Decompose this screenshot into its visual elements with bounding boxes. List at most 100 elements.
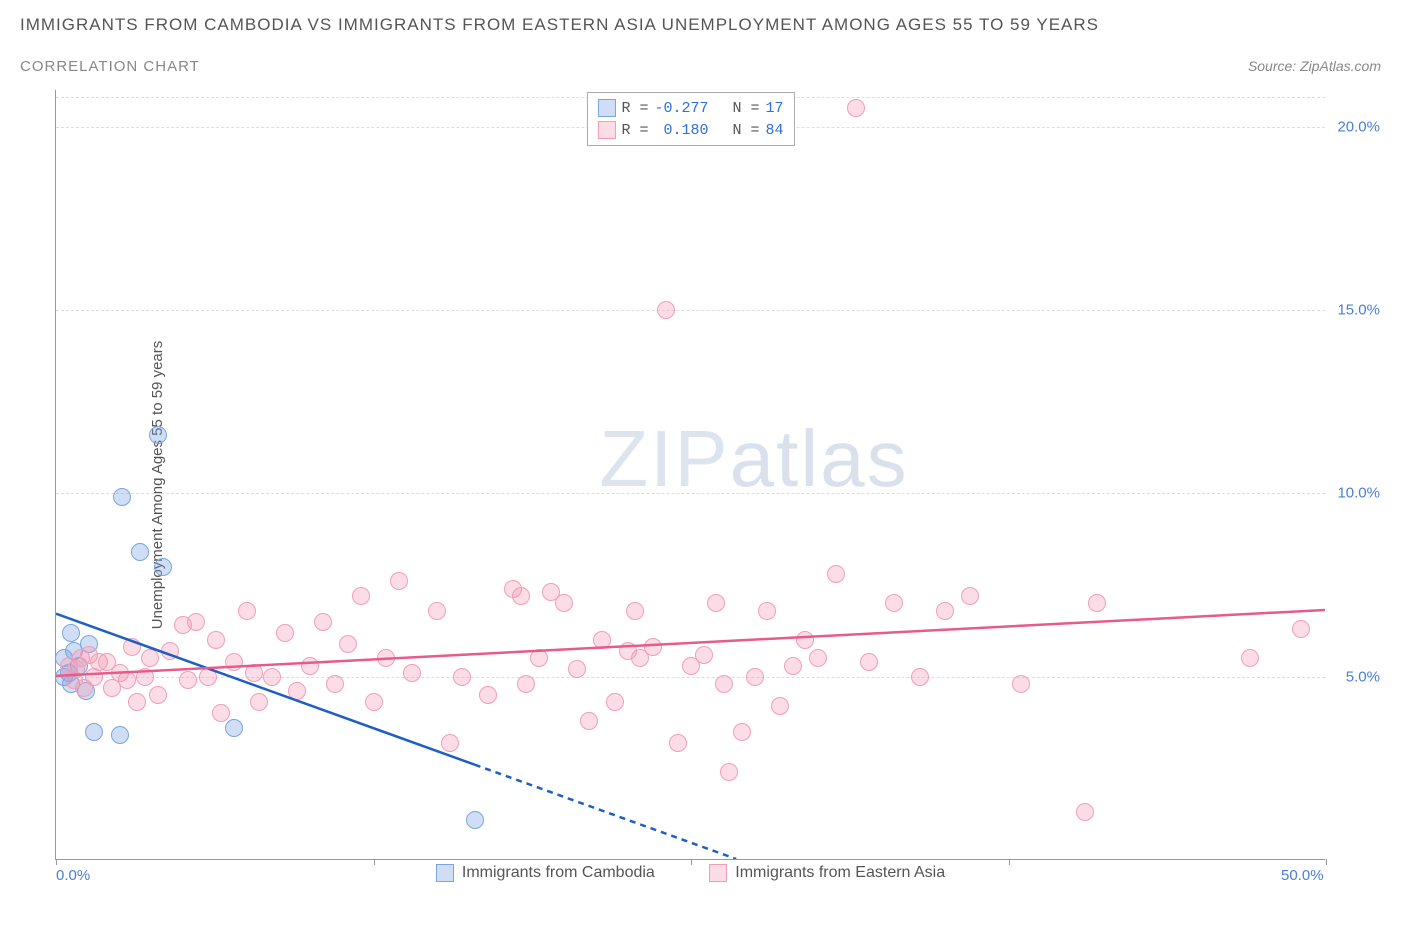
data-point-eastern_asia	[530, 649, 548, 667]
data-point-eastern_asia	[784, 657, 802, 675]
data-point-cambodia	[154, 558, 172, 576]
data-point-eastern_asia	[352, 587, 370, 605]
data-point-eastern_asia	[225, 653, 243, 671]
swatch-eastern-asia-bottom	[709, 864, 727, 882]
chart-container: Unemployment Among Ages 55 to 59 years Z…	[55, 90, 1385, 880]
data-point-eastern_asia	[796, 631, 814, 649]
data-point-eastern_asia	[377, 649, 395, 667]
data-point-eastern_asia	[606, 693, 624, 711]
data-point-cambodia	[62, 624, 80, 642]
legend-n-eastern-asia: 84	[766, 122, 784, 139]
data-point-eastern_asia	[276, 624, 294, 642]
data-point-eastern_asia	[961, 587, 979, 605]
data-point-eastern_asia	[847, 99, 865, 117]
source-name: ZipAtlas.com	[1300, 58, 1381, 74]
data-point-eastern_asia	[580, 712, 598, 730]
data-point-eastern_asia	[512, 587, 530, 605]
data-point-eastern_asia	[885, 594, 903, 612]
watermark-zip: ZIP	[599, 414, 729, 503]
watermark: ZIPatlas	[599, 413, 908, 505]
y-tick-label: 5.0%	[1346, 668, 1380, 685]
data-point-eastern_asia	[1076, 803, 1094, 821]
correlation-legend: R = -0.277 N = 17 R = 0.180 N = 84	[586, 92, 794, 146]
data-point-eastern_asia	[238, 602, 256, 620]
y-tick-label: 15.0%	[1337, 302, 1380, 319]
y-tick-label: 20.0%	[1337, 118, 1380, 135]
x-tick	[374, 859, 375, 865]
plot-area: ZIPatlas R = -0.277 N = 17 R = 0.180 N =…	[55, 90, 1325, 860]
data-point-eastern_asia	[568, 660, 586, 678]
series-legend: Immigrants from Cambodia Immigrants from…	[56, 864, 1325, 887]
legend-row-cambodia: R = -0.277 N = 17	[597, 97, 783, 119]
legend-r-label: R =	[621, 100, 648, 117]
data-point-eastern_asia	[207, 631, 225, 649]
data-point-eastern_asia	[288, 682, 306, 700]
source-attribution: Source: ZipAtlas.com	[1248, 58, 1381, 74]
data-point-eastern_asia	[860, 653, 878, 671]
data-point-eastern_asia	[555, 594, 573, 612]
data-point-eastern_asia	[136, 668, 154, 686]
data-point-cambodia	[85, 723, 103, 741]
data-point-cambodia	[149, 426, 167, 444]
data-point-cambodia	[225, 719, 243, 737]
data-point-eastern_asia	[1088, 594, 1106, 612]
data-point-eastern_asia	[644, 638, 662, 656]
data-point-eastern_asia	[1292, 620, 1310, 638]
data-point-eastern_asia	[245, 664, 263, 682]
data-point-eastern_asia	[263, 668, 281, 686]
data-point-eastern_asia	[301, 657, 319, 675]
data-point-eastern_asia	[911, 668, 929, 686]
legend-n-label: N =	[714, 100, 759, 117]
x-tick	[1009, 859, 1010, 865]
legend-label-eastern-asia: Immigrants from Eastern Asia	[735, 864, 945, 882]
data-point-cambodia	[131, 543, 149, 561]
data-point-eastern_asia	[250, 693, 268, 711]
trend-lines	[56, 90, 1325, 859]
grid-line	[56, 310, 1325, 311]
data-point-eastern_asia	[707, 594, 725, 612]
data-point-eastern_asia	[746, 668, 764, 686]
data-point-eastern_asia	[428, 602, 446, 620]
data-point-eastern_asia	[758, 602, 776, 620]
data-point-eastern_asia	[161, 642, 179, 660]
y-tick-label: 10.0%	[1337, 485, 1380, 502]
data-point-eastern_asia	[179, 671, 197, 689]
data-point-eastern_asia	[695, 646, 713, 664]
swatch-cambodia	[597, 99, 615, 117]
data-point-cambodia	[111, 726, 129, 744]
legend-r-cambodia: -0.277	[654, 100, 708, 117]
data-point-eastern_asia	[314, 613, 332, 631]
data-point-eastern_asia	[809, 649, 827, 667]
data-point-eastern_asia	[657, 301, 675, 319]
legend-row-eastern-asia: R = 0.180 N = 84	[597, 119, 783, 141]
x-tick-label: 50.0%	[1281, 867, 1324, 884]
data-point-eastern_asia	[936, 602, 954, 620]
data-point-eastern_asia	[128, 693, 146, 711]
legend-item-cambodia: Immigrants from Cambodia	[436, 864, 655, 882]
legend-n-label: N =	[715, 122, 760, 139]
data-point-eastern_asia	[626, 602, 644, 620]
data-point-eastern_asia	[390, 572, 408, 590]
legend-r-label: R =	[621, 122, 648, 139]
watermark-atlas: atlas	[730, 414, 909, 503]
data-point-eastern_asia	[827, 565, 845, 583]
data-point-eastern_asia	[123, 638, 141, 656]
chart-subtitle: CORRELATION CHART	[20, 58, 200, 75]
data-point-eastern_asia	[141, 649, 159, 667]
legend-r-eastern-asia: 0.180	[654, 122, 708, 139]
data-point-cambodia	[113, 488, 131, 506]
data-point-eastern_asia	[1012, 675, 1030, 693]
chart-title: IMMIGRANTS FROM CAMBODIA VS IMMIGRANTS F…	[20, 15, 1099, 35]
data-point-eastern_asia	[669, 734, 687, 752]
data-point-eastern_asia	[365, 693, 383, 711]
data-point-eastern_asia	[733, 723, 751, 741]
legend-label-cambodia: Immigrants from Cambodia	[462, 864, 655, 882]
x-tick	[691, 859, 692, 865]
data-point-eastern_asia	[593, 631, 611, 649]
data-point-eastern_asia	[441, 734, 459, 752]
data-point-eastern_asia	[212, 704, 230, 722]
data-point-eastern_asia	[720, 763, 738, 781]
data-point-eastern_asia	[1241, 649, 1259, 667]
data-point-eastern_asia	[771, 697, 789, 715]
data-point-eastern_asia	[149, 686, 167, 704]
